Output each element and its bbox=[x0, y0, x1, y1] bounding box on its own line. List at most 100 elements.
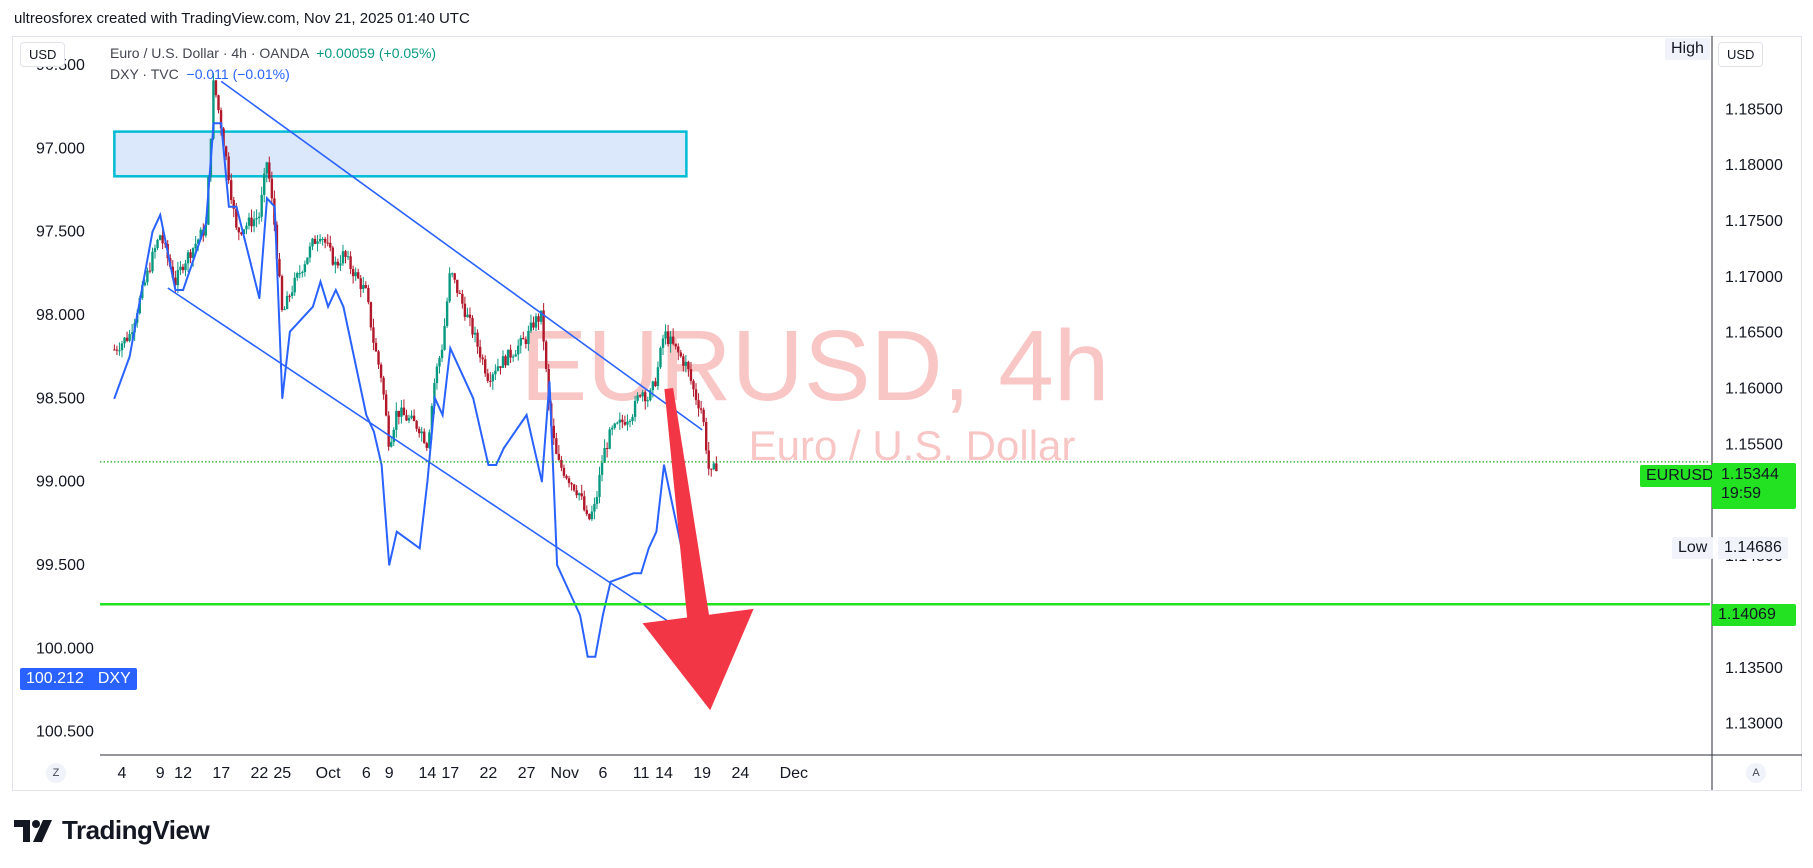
candle-body bbox=[563, 468, 565, 476]
candle-body bbox=[377, 351, 379, 364]
low-tag-label: Low bbox=[1672, 537, 1713, 559]
candle-body bbox=[527, 331, 529, 344]
candle-body bbox=[250, 218, 252, 227]
candle-body bbox=[286, 296, 288, 309]
candle-body bbox=[177, 270, 179, 285]
candle-body bbox=[530, 323, 532, 331]
candle-body bbox=[413, 416, 415, 421]
candle-body bbox=[360, 278, 362, 289]
candle-body bbox=[352, 269, 354, 276]
candle-body bbox=[324, 239, 326, 243]
candle-body bbox=[296, 273, 298, 278]
currency-left[interactable]: USD bbox=[20, 42, 65, 67]
candle-body bbox=[451, 273, 453, 274]
candle-body bbox=[522, 338, 524, 339]
candle-body bbox=[555, 438, 557, 454]
a-button[interactable]: A bbox=[1746, 763, 1766, 783]
time-tick-label: 9 bbox=[385, 765, 394, 782]
currency-right[interactable]: USD bbox=[1718, 42, 1763, 67]
dxy-point bbox=[335, 289, 337, 291]
candle-body bbox=[705, 422, 707, 450]
dxy-point bbox=[129, 356, 131, 358]
candle-body bbox=[151, 252, 153, 271]
time-tick-label: 9 bbox=[156, 765, 165, 782]
dxy-point bbox=[488, 464, 490, 466]
dxy-point bbox=[320, 281, 322, 283]
dxy-point bbox=[312, 306, 314, 308]
candle-body bbox=[278, 259, 280, 276]
candle-body bbox=[568, 478, 570, 483]
candle-body bbox=[248, 218, 250, 226]
candle-body bbox=[454, 273, 456, 279]
legend-dxy: DXY · TVC −0.011 (−0.01%) bbox=[110, 66, 290, 82]
z-button[interactable]: Z bbox=[46, 763, 66, 783]
candle-body bbox=[461, 294, 463, 304]
candle-body bbox=[375, 343, 377, 352]
candle-body bbox=[553, 426, 555, 438]
candle-body bbox=[677, 346, 679, 352]
candle-body bbox=[408, 418, 410, 420]
time-tick-label: 17 bbox=[441, 765, 459, 782]
resistance-zone[interactable] bbox=[114, 132, 686, 177]
candle-body bbox=[385, 394, 387, 415]
candle-body bbox=[311, 239, 313, 247]
legend-dxy-name: DXY · TVC bbox=[110, 66, 179, 82]
candle-body bbox=[362, 285, 364, 289]
candle-body bbox=[471, 318, 473, 335]
candle-body bbox=[258, 217, 260, 218]
left-tick-label: 98.000 bbox=[36, 307, 85, 324]
candle-body bbox=[675, 344, 677, 347]
dxy-point bbox=[549, 381, 551, 383]
candle-body bbox=[128, 334, 130, 341]
candle-body bbox=[565, 476, 567, 478]
candle-body bbox=[225, 146, 227, 156]
candle-body bbox=[415, 421, 417, 429]
candle-body bbox=[631, 417, 633, 421]
candle-body bbox=[156, 240, 158, 248]
candle-body bbox=[334, 262, 336, 265]
dxy-point bbox=[480, 431, 482, 433]
left-tick-label: 100.000 bbox=[36, 640, 94, 657]
candle-body bbox=[159, 235, 161, 240]
candle-body bbox=[332, 248, 334, 265]
candle-body bbox=[514, 354, 516, 356]
candle-body bbox=[606, 448, 608, 449]
right-tick-label: 1.18500 bbox=[1725, 101, 1783, 118]
dxy-point bbox=[182, 289, 184, 291]
candle-body bbox=[393, 430, 395, 442]
dxy-point bbox=[274, 206, 276, 208]
candle-body bbox=[682, 356, 684, 365]
candle-body bbox=[690, 369, 692, 381]
candle-body bbox=[598, 475, 600, 497]
candle-body bbox=[499, 366, 501, 368]
candle-body bbox=[268, 162, 270, 178]
tradingview-logo: TradingView bbox=[14, 815, 209, 846]
candle-body bbox=[601, 463, 603, 475]
bearish-arrow[interactable] bbox=[643, 388, 754, 710]
candle-body bbox=[535, 316, 537, 327]
candle-body bbox=[288, 296, 290, 297]
price-timer: 19:59 bbox=[1712, 484, 1796, 503]
candle-body bbox=[321, 239, 323, 240]
candle-body bbox=[426, 443, 428, 448]
dxy-point bbox=[365, 414, 367, 416]
time-tick-label: 4 bbox=[118, 765, 127, 782]
candle-body bbox=[459, 293, 461, 294]
candle-body bbox=[464, 304, 466, 317]
dxy-price-symbol: DXY bbox=[98, 670, 131, 688]
dxy-point bbox=[556, 564, 558, 566]
candle-body bbox=[581, 493, 583, 496]
dxy-point bbox=[388, 564, 390, 566]
candle-body bbox=[624, 422, 626, 425]
candle-body bbox=[652, 381, 654, 390]
candle-body bbox=[654, 381, 656, 386]
candle-body bbox=[403, 408, 405, 416]
candle-body bbox=[578, 493, 580, 495]
candle-body bbox=[365, 285, 367, 288]
dxy-point bbox=[289, 331, 291, 333]
candle-body bbox=[230, 180, 232, 200]
candle-body bbox=[441, 350, 443, 358]
dxy-point bbox=[587, 656, 589, 658]
dxy-point bbox=[419, 548, 421, 550]
